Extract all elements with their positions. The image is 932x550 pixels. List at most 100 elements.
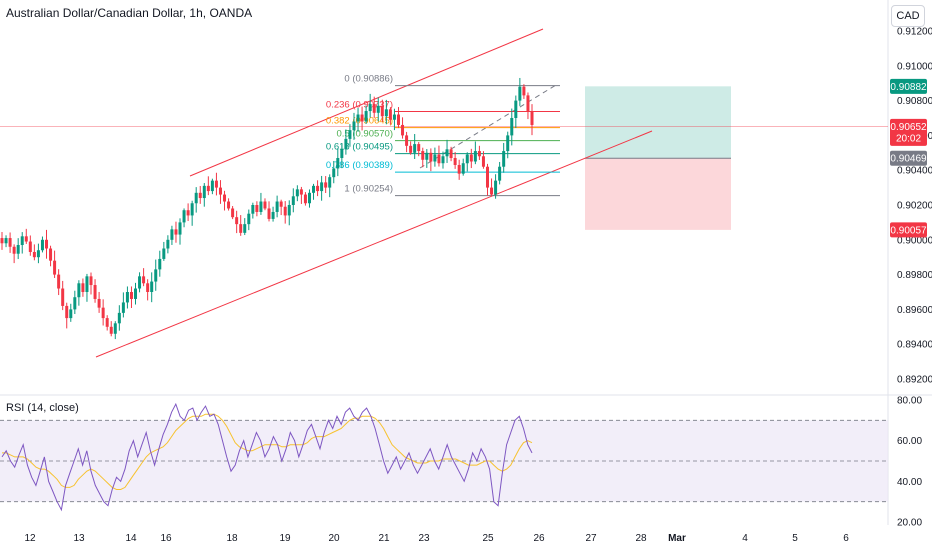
candle-body — [324, 182, 328, 188]
candle-body — [279, 201, 283, 207]
candle-body — [396, 114, 400, 125]
candle-body — [352, 121, 356, 131]
candle-body — [332, 168, 336, 178]
candle-body — [223, 194, 227, 202]
candle-body — [113, 323, 117, 334]
candle-body — [287, 205, 291, 216]
channel-upper-line — [189, 28, 544, 177]
rsi-indicator-label[interactable]: RSI (14, close) — [6, 402, 79, 414]
candle-body — [384, 109, 388, 117]
currency-button[interactable]: CAD — [891, 5, 925, 27]
entry-price-badge: 0.90469 — [890, 150, 927, 166]
y-tick-label: 0.89400 — [897, 340, 932, 351]
candle-body — [57, 274, 61, 289]
candle-body — [178, 222, 182, 235]
x-tick-label: Mar — [668, 533, 686, 544]
candle-body — [81, 283, 85, 292]
candle-body — [227, 201, 231, 209]
fib-level-label: 0.236 (0.90737) — [326, 100, 393, 111]
candle-body — [376, 105, 380, 113]
candle-body — [514, 100, 518, 118]
candle-body — [401, 124, 405, 136]
candle-body — [8, 238, 12, 247]
candle-body — [360, 114, 364, 122]
candle-body — [170, 229, 174, 240]
fib-level-label: 0.5 (0.90570) — [336, 129, 393, 140]
candle-body — [267, 208, 271, 219]
candle-body — [263, 201, 267, 209]
candle-body — [255, 205, 259, 212]
rsi-y-tick-label: 80.00 — [897, 396, 922, 407]
candle-body — [328, 177, 332, 188]
candle-body — [405, 135, 409, 146]
current-badge-timer: 20:02 — [896, 133, 921, 144]
candle-body — [186, 210, 190, 216]
candle-body — [214, 180, 218, 188]
candle-body — [105, 318, 109, 327]
candle-body — [40, 239, 44, 251]
candle-body — [441, 156, 445, 164]
candle-body — [437, 154, 441, 164]
candle-body — [413, 144, 417, 153]
candle-body — [32, 251, 36, 258]
candle-body — [4, 238, 8, 244]
candle-body — [344, 138, 348, 150]
rsi-line — [1, 402, 533, 512]
candle-body — [510, 118, 514, 136]
candle-body — [526, 95, 530, 112]
candle-body — [166, 239, 170, 249]
candle-body — [162, 248, 166, 259]
candle-body — [295, 189, 299, 197]
channel-lower-line — [95, 130, 653, 358]
candle-body — [36, 250, 40, 258]
chart-title: Australian Dollar/Canadian Dollar, 1h, O… — [6, 6, 253, 20]
candle-body — [449, 149, 453, 159]
candle-body — [69, 309, 73, 319]
candle-body — [445, 149, 449, 157]
candle-body — [461, 163, 465, 174]
candle-body — [320, 182, 324, 192]
x-tick-label: 12 — [24, 533, 36, 544]
fib-level-label: 0 (0.90886) — [344, 74, 393, 85]
current-badge-bg — [890, 118, 927, 146]
candle-body — [61, 288, 65, 306]
candle-body — [388, 109, 392, 120]
candle-body — [97, 298, 101, 308]
y-tick-label: 0.90800 — [897, 96, 932, 107]
entry-badge-bg — [890, 150, 927, 166]
candle-body — [198, 192, 202, 199]
candle-body — [469, 154, 473, 162]
candle-body — [129, 292, 133, 299]
candle-body — [421, 151, 425, 160]
candle-body — [380, 105, 384, 117]
candle-body — [506, 135, 510, 152]
candle-body — [53, 260, 57, 275]
candle-body — [243, 224, 247, 233]
candle-body — [125, 292, 129, 303]
candle-body — [77, 283, 81, 298]
candle-body — [146, 283, 150, 292]
candle-body — [12, 246, 16, 254]
candle-body — [16, 245, 20, 254]
fib-level-label: 0.786 (0.90389) — [326, 160, 393, 171]
candle-body — [85, 276, 89, 292]
candle-body — [182, 210, 186, 223]
x-tick-label: 25 — [482, 533, 494, 544]
x-tick-label: 14 — [125, 533, 137, 544]
current-badge-value: 0.90652 — [890, 122, 927, 133]
candle-body — [392, 114, 396, 120]
candle-body — [417, 144, 421, 152]
x-tick-label: 19 — [279, 533, 291, 544]
candle-body — [210, 180, 214, 192]
rsi-y-tick-label: 40.00 — [897, 477, 922, 488]
x-tick-label: 23 — [418, 533, 430, 544]
y-tick-label: 0.89200 — [897, 375, 932, 386]
fib-level-label: 1 (0.90254) — [344, 184, 393, 195]
take-profit-price-badge: 0.90882 — [890, 78, 927, 94]
candle-body — [433, 154, 437, 162]
candle-body — [336, 158, 340, 169]
candle-body — [368, 104, 372, 112]
candle-body — [481, 156, 485, 167]
